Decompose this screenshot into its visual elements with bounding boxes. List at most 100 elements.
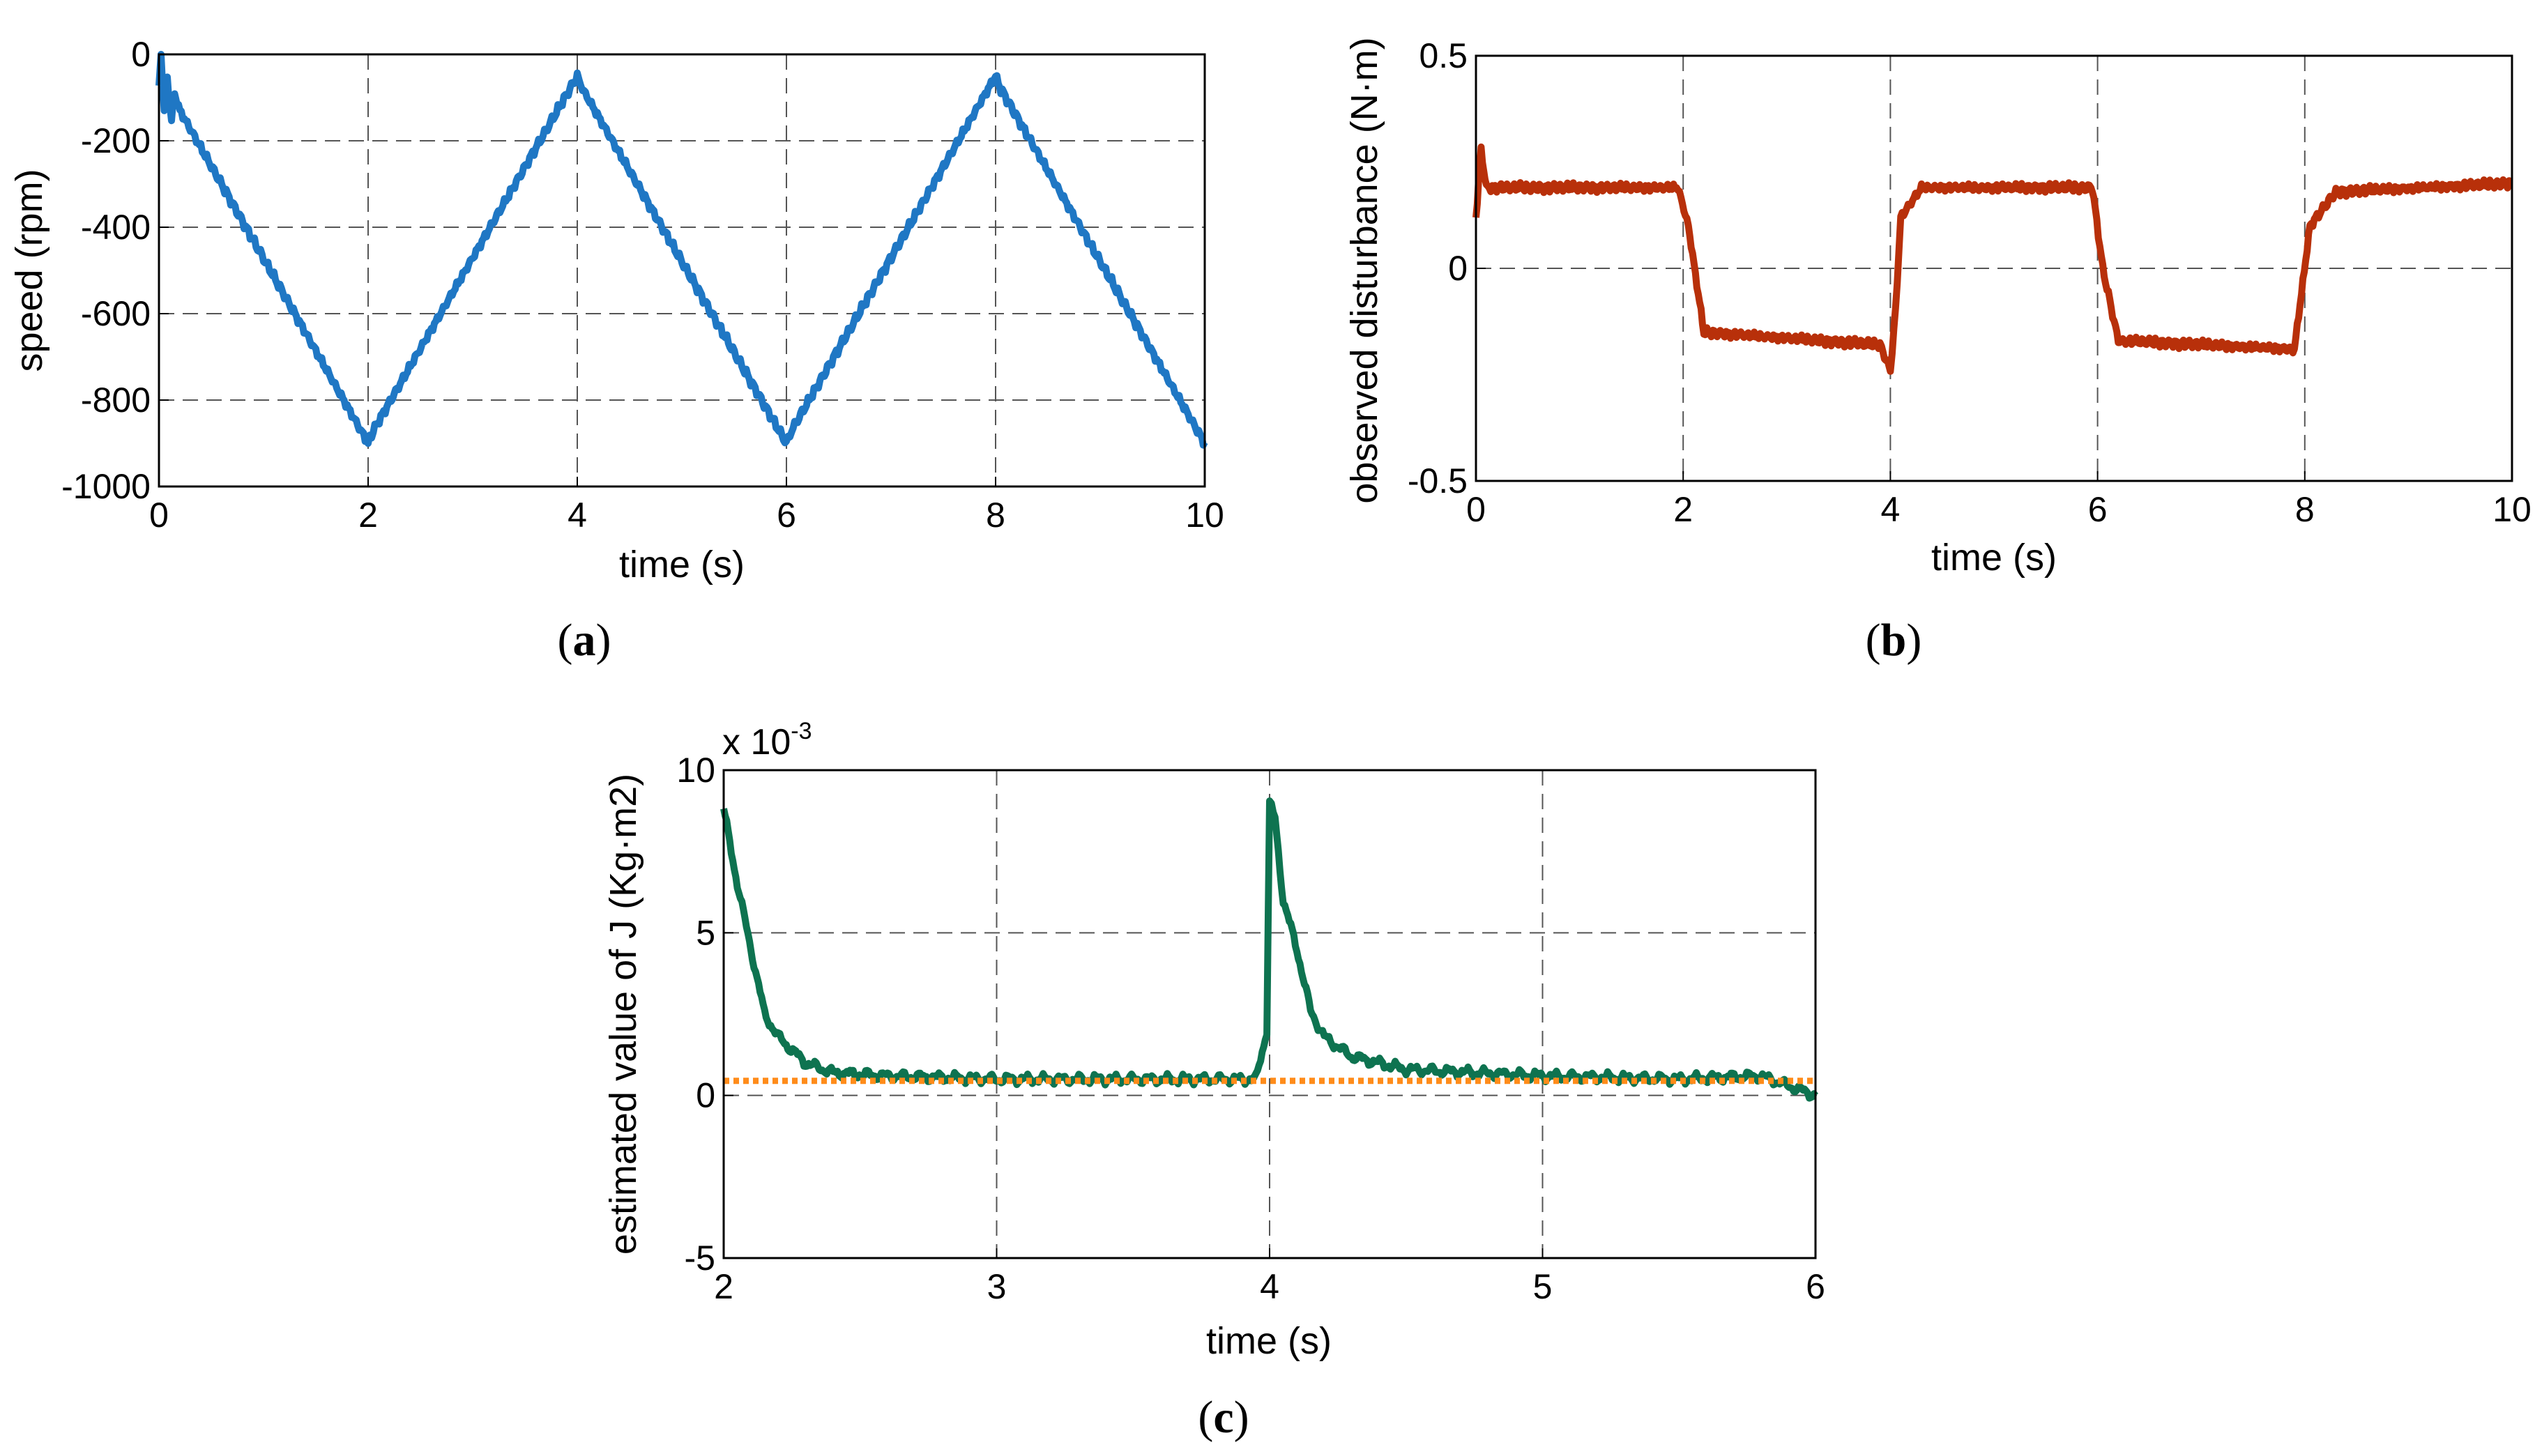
data-point-b-0 xyxy=(1879,344,1881,346)
data-point-c-0 xyxy=(804,1062,807,1064)
y-axis-label-b: observed disturbance (N·m) xyxy=(1343,37,1385,503)
data-point-a-0 xyxy=(163,109,165,112)
x-axis-label-c: time (s) xyxy=(1206,1320,1332,1362)
data-point-b-0 xyxy=(1677,186,1680,189)
y-tick-label-c: -5 xyxy=(685,1239,715,1278)
panel-label-a: (a) xyxy=(558,615,611,666)
x-tick-label-a: 0 xyxy=(149,496,169,535)
chart-c-estimated-j: 2 3 4 5 6 10 5 0 -5 x 10-3 time (s) estimated va… xyxy=(602,718,1825,1443)
data-point-c-0 xyxy=(763,1013,766,1016)
data-point-c-0 xyxy=(1274,818,1277,820)
data-point-b-0 xyxy=(2293,348,2296,351)
data-point-c-0 xyxy=(1405,1068,1408,1071)
data-point-c-0 xyxy=(736,882,739,885)
y-tick-label-a: 0 xyxy=(131,35,151,74)
data-point-c-0 xyxy=(777,1036,779,1039)
data-point-a-0 xyxy=(174,92,176,95)
y-tick-label-a: -800 xyxy=(81,381,151,420)
panel-label-a-letter: a xyxy=(573,615,596,666)
data-point-a-0 xyxy=(785,442,788,445)
data-point-c-0 xyxy=(1760,1075,1763,1078)
series-line-b-0 xyxy=(1472,143,2514,375)
series-group-c xyxy=(720,797,1818,1102)
data-point-b-0 xyxy=(1687,224,1690,227)
x-tick-label-a: 4 xyxy=(568,496,587,535)
y-tick-label-c: 5 xyxy=(696,913,715,952)
x-tick-label-b: 0 xyxy=(1466,490,1486,529)
ticks-c: 2 3 4 5 6 10 5 0 -5 xyxy=(676,751,1825,1306)
data-point-b-0 xyxy=(2117,339,2119,342)
data-point-b-0 xyxy=(1894,309,1897,312)
x-tick-label-a: 10 xyxy=(1185,496,1224,535)
panel-label-b: (b) xyxy=(1866,615,1922,666)
data-point-b-0 xyxy=(2334,190,2337,193)
data-point-c-0 xyxy=(1282,899,1285,902)
data-point-c-0 xyxy=(1677,1078,1680,1080)
scale-label-c-exponent: -3 xyxy=(791,718,812,744)
data-point-b-0 xyxy=(1703,331,1705,333)
data-point-c-0 xyxy=(1268,802,1271,804)
series-line-a-0 xyxy=(155,51,1208,449)
grid-b xyxy=(1476,56,2512,481)
data-point-c-0 xyxy=(749,948,752,951)
x-tick-label-b: 6 xyxy=(2088,490,2108,529)
data-point-a-0 xyxy=(581,88,584,91)
data-point-a-0 xyxy=(791,429,793,431)
chart-b-disturbance: 0 2 4 6 8 100.50-0.5 time (s) observed distur… xyxy=(1343,36,2532,666)
x-tick-label-c: 4 xyxy=(1260,1267,1279,1306)
y-tick-label-c: 0 xyxy=(696,1076,715,1115)
x-tick-label-b: 8 xyxy=(2295,490,2315,529)
data-point-c-0 xyxy=(1309,1009,1312,1012)
x-tick-label-b: 2 xyxy=(1673,490,1693,529)
data-point-a-0 xyxy=(994,75,997,77)
data-point-b-0 xyxy=(1479,148,1482,151)
data-point-b-0 xyxy=(2308,224,2311,227)
axes-frame-a xyxy=(158,53,1206,488)
grid-a xyxy=(159,54,1205,486)
x-tick-label-a: 8 xyxy=(986,496,1005,535)
y-tick-label-b: 0 xyxy=(1448,249,1468,288)
data-point-a-0 xyxy=(576,75,579,77)
y-tick-label-c: 10 xyxy=(676,751,715,790)
y-tick-label-a: -1000 xyxy=(61,467,151,506)
data-point-b-0 xyxy=(1485,186,1488,189)
x-tick-label-b: 10 xyxy=(2492,490,2532,529)
x-tick-label-c: 3 xyxy=(987,1267,1007,1306)
panel-label-c: (c) xyxy=(1198,1392,1249,1443)
data-point-a-0 xyxy=(367,442,370,445)
ticks-a: 0 2 4 6 8 10 0 -200 -400 -600 -800 -1000 xyxy=(61,35,1224,535)
x-tick-label-c: 5 xyxy=(1533,1267,1553,1306)
data-point-b-0 xyxy=(2091,186,2094,189)
data-point-a-0 xyxy=(178,109,181,112)
x-axis-label-b: time (s) xyxy=(1931,537,2057,578)
data-point-a-0 xyxy=(372,429,374,431)
ticks-b: 0 2 4 6 8 100.50-0.5 xyxy=(1408,36,2532,529)
data-point-c-0 xyxy=(886,1075,889,1078)
scale-label-c: x 10-3 xyxy=(722,718,812,763)
data-point-c-0 xyxy=(1265,1029,1268,1032)
data-point-a-0 xyxy=(170,118,173,121)
chart-a-speed: 0 2 4 6 8 10 0 -200 -400 -600 -800 -1000 time (s) s… xyxy=(8,35,1224,666)
data-point-c-0 xyxy=(1295,948,1298,951)
x-tick-label-b: 4 xyxy=(1880,490,1900,529)
data-point-c-0 xyxy=(1323,1036,1325,1039)
data-point-b-0 xyxy=(1889,369,1891,371)
data-point-c-0 xyxy=(1541,1075,1544,1078)
y-tick-label-a: -400 xyxy=(81,208,151,247)
y-axis-label-a: speed (rpm) xyxy=(8,169,50,371)
data-point-b-0 xyxy=(1899,216,1902,219)
y-tick-label-a: -600 xyxy=(81,294,151,333)
data-point-c-0 xyxy=(832,1071,835,1074)
data-point-a-0 xyxy=(166,79,169,82)
y-axis-label-c: estimated value of J (Kg·m2) xyxy=(602,774,644,1255)
x-tick-label-a: 2 xyxy=(358,496,378,535)
data-point-b-0 xyxy=(2101,267,2104,270)
panel-label-c-letter: c xyxy=(1213,1392,1233,1443)
panel-label-b-letter: b xyxy=(1881,615,1907,666)
y-tick-label-b: 0.5 xyxy=(1419,36,1468,75)
x-tick-label-c: 6 xyxy=(1806,1267,1825,1306)
x-axis-label-a: time (s) xyxy=(619,544,745,585)
scale-label-c-base: x 10 xyxy=(722,722,791,763)
x-tick-label-a: 6 xyxy=(777,496,796,535)
